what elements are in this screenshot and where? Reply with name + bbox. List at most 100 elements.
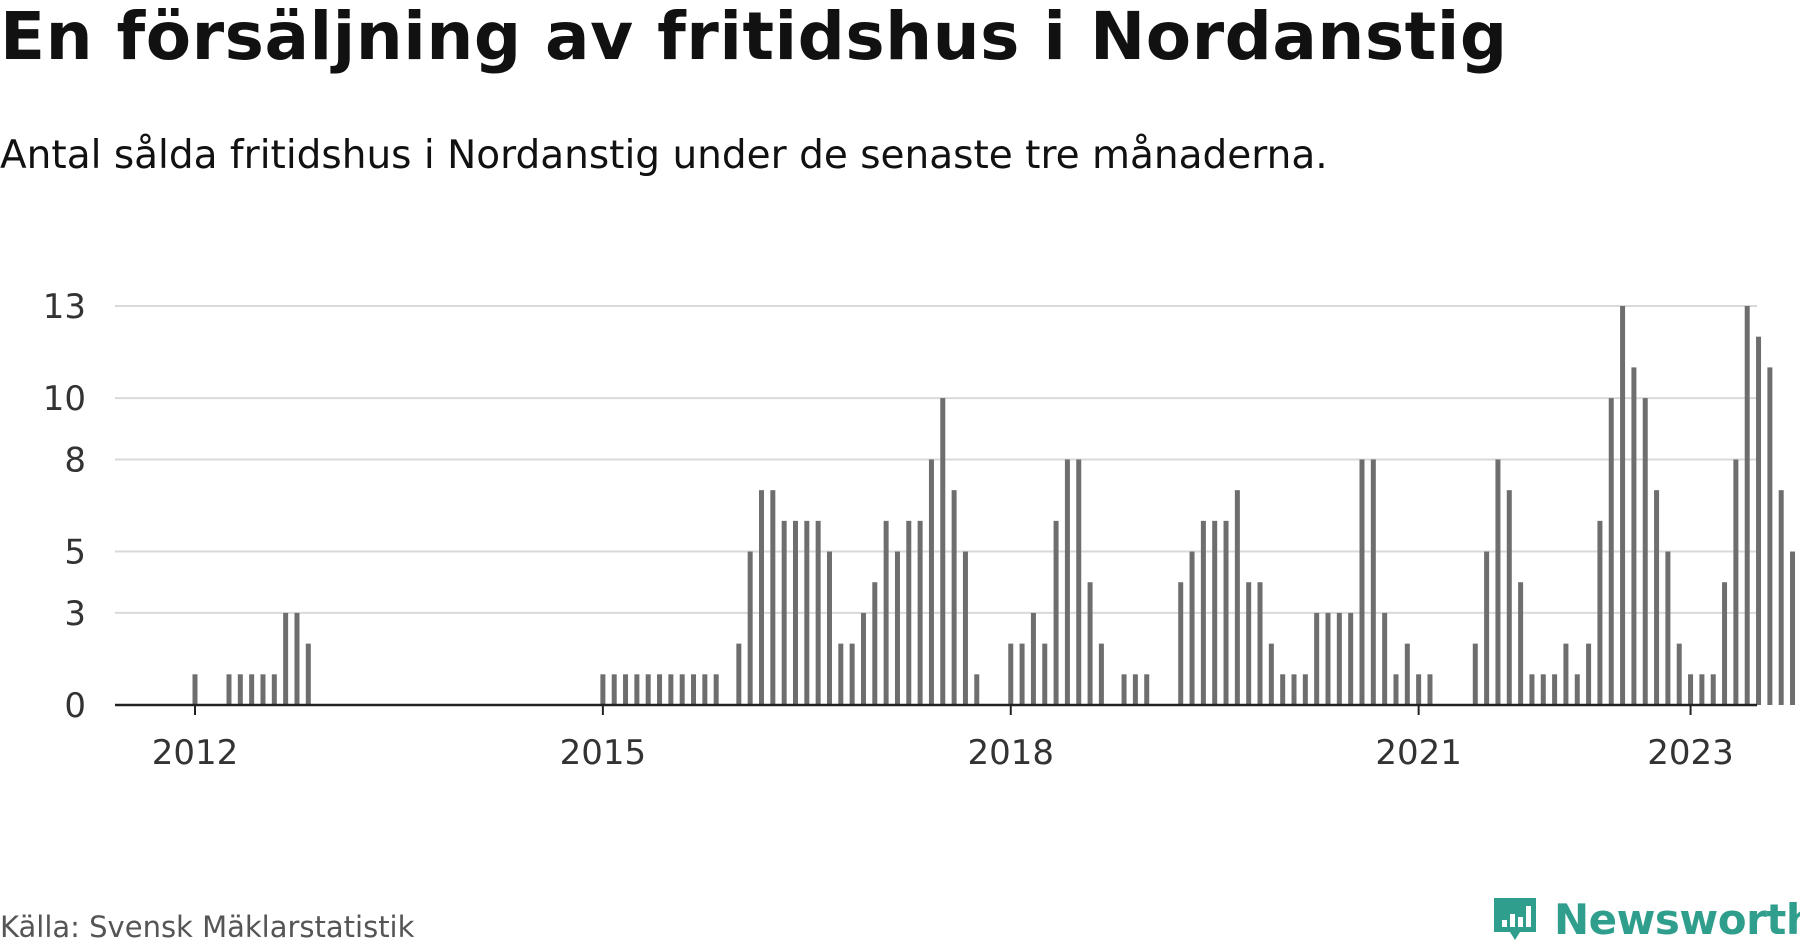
bar [260,674,266,705]
bar [1756,336,1762,705]
y-tick-label: 10 [43,379,86,419]
bar [237,674,243,705]
bar [1574,674,1580,705]
bar [894,551,900,705]
bar [1654,490,1660,705]
bar [1733,459,1739,705]
y-tick-label: 5 [64,533,86,573]
bar [226,674,232,705]
bar [645,674,651,705]
bar [1563,643,1569,705]
bar [1348,612,1354,705]
bar [838,643,844,705]
bar [747,551,753,705]
bar [1019,643,1025,705]
bar [283,612,289,705]
bar [1132,674,1138,705]
bar [917,520,923,705]
bar [1291,674,1297,705]
bar [1495,459,1501,705]
y-axis-labels: 0 3 5 8 10 13 [43,287,86,726]
source-note: Källa: Svensk Mäklarstatistik [0,910,415,944]
x-axis-ticks [194,705,1692,715]
bar [1336,612,1342,705]
bar [600,674,606,705]
bar [192,674,198,705]
bar [1234,490,1240,705]
x-tick-label: 2021 [1375,733,1462,773]
bar [1382,612,1388,705]
bar [1642,398,1648,705]
bar [759,490,764,705]
brand-name: Newsworthy [1554,894,1800,944]
bar [1087,582,1093,705]
bar [1665,551,1671,705]
bar [792,520,798,705]
bar [1030,612,1036,705]
x-tick-label: 2023 [1647,733,1734,773]
bar [849,643,855,705]
bar [1778,490,1784,705]
bar [1314,612,1320,705]
y-tick-label: 13 [43,287,86,327]
bar [691,674,697,705]
bar [1710,674,1716,705]
bar [860,612,866,705]
bar [1699,674,1705,705]
bar [1767,367,1773,705]
bar [1008,643,1014,705]
bar [1472,643,1478,705]
bar [781,520,787,705]
bar [1189,551,1195,705]
bar [679,674,685,705]
bar [271,674,277,705]
x-tick-label: 2015 [560,733,647,773]
bar [1359,459,1365,705]
bar [294,612,300,705]
bar [1416,674,1422,705]
bar [305,643,311,705]
bar [1484,551,1490,705]
bar [1393,674,1399,705]
bar [1178,582,1184,705]
bar [883,520,889,705]
bar [940,398,946,705]
bar [1280,674,1286,705]
bar [962,551,968,705]
bar [1212,520,1218,705]
y-tick-label: 0 [64,686,86,726]
x-tick-label: 2012 [152,733,239,773]
bar [974,674,980,705]
bar [928,459,934,705]
bar [1302,674,1308,705]
bar [951,490,957,705]
bar [1529,674,1535,705]
bar [906,520,912,705]
bar [1257,582,1263,705]
bar [826,551,832,705]
bar [1144,674,1150,705]
brand-logo: Newsworthy [1490,890,1800,948]
bars [192,306,1796,705]
newsworthy-logo-icon [1494,898,1536,940]
bar [770,490,776,705]
bar [1042,643,1048,705]
bar [1076,459,1082,705]
bar [702,674,708,705]
bar [611,674,617,705]
bar [1518,582,1524,705]
bar [1427,674,1433,705]
y-tick-label: 3 [64,594,86,634]
bar [1121,674,1127,705]
bar [1370,459,1376,705]
bar [1098,643,1104,705]
bar [1688,674,1694,705]
gridlines [115,305,1757,614]
bar [1744,306,1750,705]
bar [815,520,821,705]
bar [1064,459,1070,705]
bar [657,674,663,705]
bar [1552,674,1558,705]
bar [1608,398,1614,705]
bar [1540,674,1546,705]
